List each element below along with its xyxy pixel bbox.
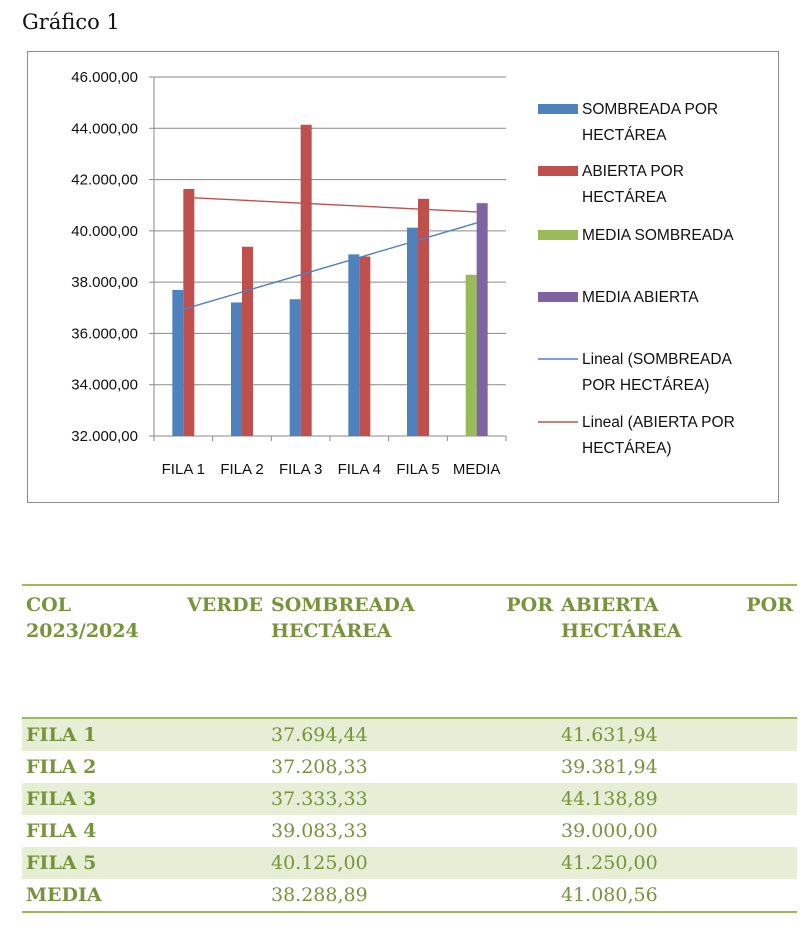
table-header-row: COL VERDE 2023/2024 SOMBREADA POR HECTÁR…	[22, 585, 797, 718]
sombreada-cell: 37.333,33	[271, 788, 368, 810]
legend-label: POR HECTÁREA)	[582, 377, 709, 394]
x-tick-label: FILA 1	[162, 461, 205, 478]
figure-caption: Gráfico 1	[22, 10, 120, 34]
y-tick-label: 32.000,00	[71, 428, 138, 445]
chart-frame: 46.000,00 44.000,00 42.000,00 40.000,00 38.0…	[27, 51, 779, 503]
y-tick-label: 42.000,00	[71, 172, 138, 189]
y-tick-label: 44.000,00	[71, 120, 138, 137]
header-col-verde-word3: 2023/2024	[26, 620, 139, 642]
bar	[231, 302, 242, 436]
header-abierta-word1: ABIERTA	[561, 594, 659, 616]
bar	[359, 256, 371, 436]
table-row: FILA 3 37.333,33 44.138,89	[22, 783, 797, 815]
sombreada-cell: 39.083,33	[271, 820, 368, 842]
legend-label: SOMBREADA POR	[582, 101, 718, 118]
sombreada-cell: 40.125,00	[271, 852, 368, 874]
header-sombreada: SOMBREADA POR HECTÁREA	[267, 585, 557, 718]
bar	[348, 254, 360, 436]
bar	[289, 299, 301, 436]
legend-label: ABIERTA POR	[582, 163, 684, 180]
y-tick-label: 38.000,00	[71, 274, 138, 291]
y-tick-label: 34.000,00	[71, 377, 138, 394]
row-label: FILA 1	[26, 724, 97, 746]
bar	[407, 227, 418, 436]
legend-swatch	[538, 104, 578, 114]
table-row: MEDIA 38.288,89 41.080,56	[22, 879, 797, 913]
row-label: FILA 2	[26, 756, 97, 778]
legend-label: MEDIA ABIERTA	[582, 289, 699, 306]
sombreada-cell: 37.208,33	[271, 756, 368, 778]
sombreada-cell: 37.694,44	[271, 724, 368, 746]
abierta-cell: 41.250,00	[561, 852, 658, 874]
legend-label: HECTÁREA)	[582, 440, 672, 457]
row-label: FILA 4	[26, 820, 97, 842]
x-tick-label: FILA 2	[220, 461, 263, 478]
legend-label: MEDIA SOMBREADA	[582, 227, 734, 244]
bar	[418, 198, 429, 436]
header-abierta-word3: HECTÁREA	[561, 620, 682, 642]
bar	[300, 124, 312, 436]
y-tick-label: 36.000,00	[71, 325, 138, 342]
y-tick-label: 46.000,00	[71, 69, 138, 86]
x-tick-label: FILA 4	[338, 461, 381, 478]
x-tick-label: FILA 3	[279, 461, 322, 478]
header-abierta: ABIERTA POR HECTÁREA	[557, 585, 797, 718]
bar	[183, 189, 195, 436]
table-row: FILA 1 37.694,44 41.631,94	[22, 718, 797, 751]
header-col-verde-word2: VERDE	[187, 594, 263, 616]
header-sombreada-word2: POR	[506, 594, 553, 616]
bar-chart: 46.000,00 44.000,00 42.000,00 40.000,00 38.0…	[71, 69, 735, 478]
x-tick-label: MEDIA	[453, 461, 501, 478]
row-label: FILA 3	[26, 788, 97, 810]
x-tick-label: FILA 5	[396, 461, 439, 478]
row-label: FILA 5	[26, 852, 97, 874]
legend-label: Lineal (SOMBREADA	[582, 351, 733, 368]
table-row: FILA 2 37.208,33 39.381,94	[22, 751, 797, 783]
header-sombreada-word1: SOMBREADA	[271, 594, 415, 616]
legend-swatch	[538, 230, 578, 240]
sombreada-cell: 38.288,89	[267, 879, 557, 913]
bar	[172, 289, 184, 436]
legend-label: HECTÁREA	[582, 127, 667, 144]
row-label: MEDIA	[22, 879, 267, 913]
header-col-verde: COL VERDE 2023/2024	[22, 585, 267, 718]
bar	[476, 203, 488, 436]
abierta-cell: 44.138,89	[561, 788, 658, 810]
header-col-verde-word1: COL	[26, 594, 72, 616]
header-abierta-word2: POR	[746, 594, 793, 616]
header-sombreada-word3: HECTÁREA	[271, 620, 392, 642]
abierta-cell: 39.381,94	[561, 756, 658, 778]
bar	[465, 274, 477, 436]
legend-label: HECTÁREA	[582, 189, 667, 206]
y-tick-label: 40.000,00	[71, 223, 138, 240]
trendline	[183, 222, 477, 310]
abierta-cell: 41.080,56	[557, 879, 797, 913]
legend-label: Lineal (ABIERTA POR	[582, 414, 735, 431]
abierta-cell: 41.631,94	[561, 724, 658, 746]
data-table: COL VERDE 2023/2024 SOMBREADA POR HECTÁR…	[22, 584, 797, 913]
table-row: FILA 4 39.083,33 39.000,00	[22, 815, 797, 847]
legend-swatch	[538, 166, 578, 176]
trendline	[183, 196, 477, 213]
bar	[242, 246, 253, 436]
legend-swatch	[538, 292, 578, 302]
table-row: FILA 5 40.125,00 41.250,00	[22, 847, 797, 879]
abierta-cell: 39.000,00	[561, 820, 658, 842]
